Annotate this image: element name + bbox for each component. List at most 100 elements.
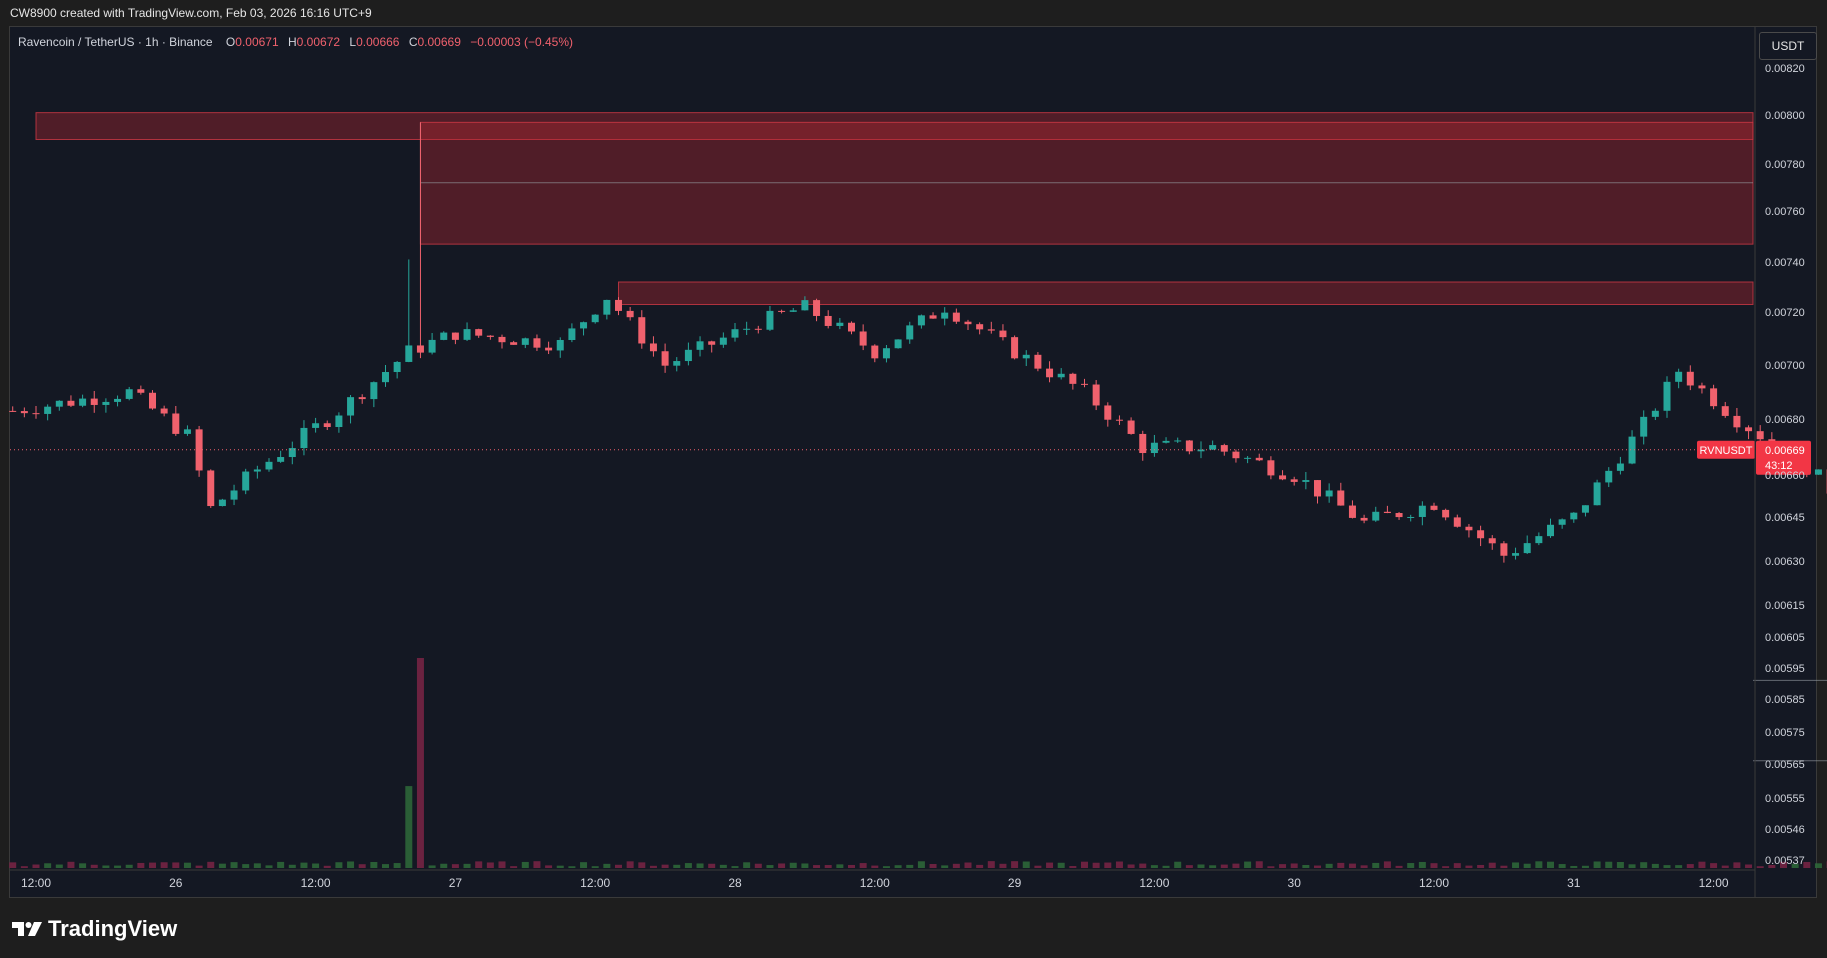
candle-body bbox=[312, 423, 320, 428]
candle-body bbox=[1220, 445, 1228, 452]
candle bbox=[440, 331, 448, 341]
candle bbox=[1314, 480, 1321, 504]
candle-body bbox=[929, 315, 937, 319]
volume-bar bbox=[475, 861, 483, 868]
candle-body bbox=[1581, 505, 1589, 513]
candle-body bbox=[1081, 383, 1088, 385]
candle-body bbox=[649, 343, 657, 352]
candle-body bbox=[824, 315, 832, 326]
candle bbox=[1593, 479, 1601, 506]
candle bbox=[1022, 350, 1030, 367]
candle bbox=[1523, 535, 1531, 555]
volume-bar bbox=[1745, 864, 1753, 868]
volume-bar bbox=[358, 864, 366, 868]
time-tick-label: 26 bbox=[169, 876, 183, 890]
volume-bar bbox=[941, 865, 949, 868]
volume-bar bbox=[1162, 865, 1170, 868]
candle bbox=[1069, 372, 1077, 390]
candle bbox=[871, 344, 879, 363]
candle bbox=[1500, 541, 1508, 563]
candle bbox=[929, 312, 937, 319]
volume-bar bbox=[1675, 865, 1683, 868]
candle-body bbox=[149, 392, 156, 409]
candle bbox=[1663, 376, 1671, 418]
candle-body bbox=[1104, 405, 1112, 420]
time-tick-label: 29 bbox=[1008, 876, 1022, 890]
candle bbox=[801, 296, 809, 311]
price-tick-label: 0.00630 bbox=[1765, 556, 1805, 568]
supply-zone bbox=[618, 281, 1754, 305]
currency-button[interactable]: USDT bbox=[1759, 32, 1817, 60]
candle-body bbox=[1279, 475, 1287, 480]
tradingview-logo[interactable]: TradingView bbox=[12, 916, 177, 942]
high-label: H bbox=[288, 35, 297, 49]
volume-bar bbox=[987, 861, 995, 868]
candle bbox=[1104, 402, 1112, 427]
volume-bar bbox=[1803, 862, 1811, 868]
volume-bar bbox=[102, 865, 110, 868]
volume-bar bbox=[55, 864, 63, 868]
candles-layer bbox=[9, 122, 1827, 563]
candle-body bbox=[789, 310, 797, 312]
volume-bar bbox=[521, 861, 529, 868]
candle bbox=[580, 321, 588, 336]
volume-bar bbox=[1011, 861, 1019, 868]
volume-bar bbox=[1302, 865, 1310, 868]
candle-body bbox=[1255, 457, 1263, 461]
volume-bar bbox=[1651, 863, 1659, 868]
candle bbox=[1465, 524, 1473, 538]
candle bbox=[90, 390, 98, 413]
candle bbox=[1605, 467, 1613, 488]
candle-body bbox=[1535, 536, 1543, 544]
volume-bar bbox=[661, 864, 669, 868]
candle bbox=[1675, 368, 1683, 389]
candle-body bbox=[1733, 415, 1741, 428]
candle bbox=[1325, 483, 1333, 503]
volume-bar bbox=[999, 863, 1007, 868]
volume-bar bbox=[1500, 865, 1508, 868]
price-tick-label: 0.00537 bbox=[1765, 855, 1805, 867]
volume-bar bbox=[335, 862, 343, 868]
price-tick-label: 0.00615 bbox=[1765, 600, 1805, 612]
volume-bar bbox=[556, 865, 564, 868]
candle-body bbox=[976, 324, 984, 330]
time-axis[interactable]: 12:00 26 12:00 27 12:00 28 12:00 29 12:00 30 12:00… bbox=[10, 869, 1827, 890]
candle-body bbox=[533, 338, 541, 348]
volume-bar bbox=[207, 861, 215, 868]
candle bbox=[906, 321, 914, 344]
volume-bar bbox=[183, 862, 191, 868]
candle bbox=[288, 441, 296, 465]
candle-body bbox=[451, 332, 459, 340]
candle bbox=[125, 386, 133, 401]
candle bbox=[1279, 470, 1287, 481]
candle-body bbox=[1500, 543, 1508, 556]
candle-body bbox=[79, 398, 87, 406]
candle bbox=[323, 420, 331, 430]
volume-bar bbox=[218, 863, 226, 868]
last-price-countdown: 43:12 bbox=[1765, 460, 1793, 472]
candle bbox=[428, 333, 436, 355]
volume-bar bbox=[649, 865, 657, 868]
volume-bar bbox=[1756, 866, 1764, 868]
candle bbox=[894, 339, 902, 349]
candle-body bbox=[1523, 543, 1531, 554]
volume-bar bbox=[416, 658, 424, 868]
price-tick-label: 0.00585 bbox=[1765, 694, 1805, 706]
candle-body bbox=[1605, 470, 1613, 483]
chart-frame[interactable] bbox=[9, 26, 1817, 898]
candle bbox=[1581, 505, 1589, 517]
candle-body bbox=[1139, 433, 1147, 454]
candle-body bbox=[1570, 512, 1578, 520]
volume-bar bbox=[486, 862, 494, 868]
price-axis[interactable]: 0.00820 0.00800 0.00780 0.00760 0.00740 0.007… bbox=[1754, 27, 1805, 897]
candle bbox=[253, 465, 261, 479]
candle-body bbox=[440, 332, 448, 340]
zones-layer bbox=[35, 112, 1827, 762]
candle-body bbox=[160, 408, 168, 414]
candle bbox=[1383, 505, 1391, 514]
candle bbox=[615, 297, 622, 316]
candle-body bbox=[1721, 406, 1729, 416]
price-tick-label: 0.00565 bbox=[1765, 759, 1805, 771]
candle-body bbox=[836, 322, 844, 326]
